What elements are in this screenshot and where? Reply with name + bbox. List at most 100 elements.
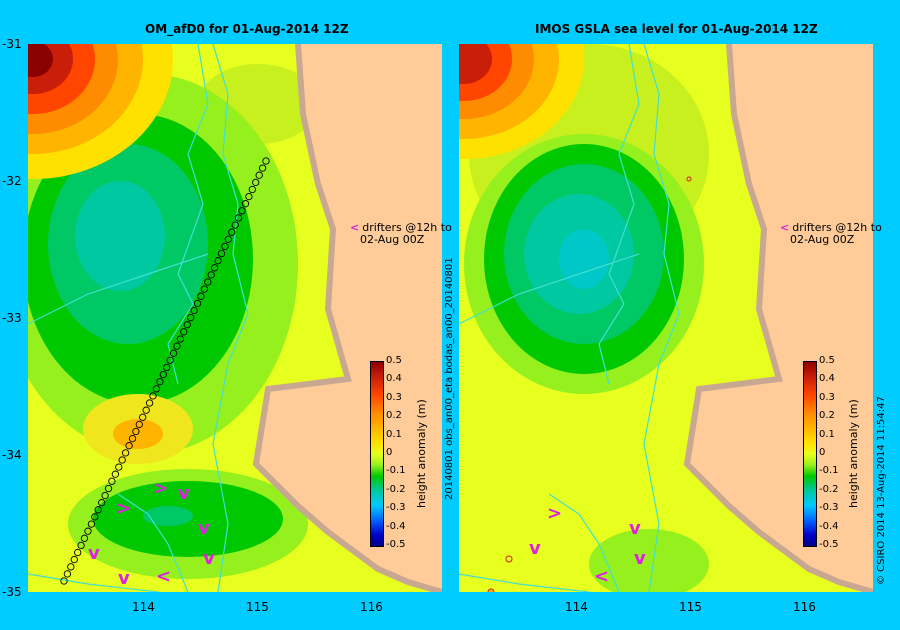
track-point <box>135 420 143 429</box>
track-point <box>217 249 226 258</box>
colorbar-label: -0.4 <box>386 521 406 532</box>
drifter-arrow-icon: < <box>780 221 790 234</box>
track-point <box>207 271 215 279</box>
colorbar-label: 0 <box>386 447 393 458</box>
drifters-line1: drifters @12h to <box>362 221 452 234</box>
colorbar-label: 0.5 <box>819 355 835 366</box>
colorbar-label: -0.5 <box>819 539 839 550</box>
drifters-line1: drifters @12h to <box>792 221 882 234</box>
track-point <box>98 499 106 507</box>
x-tick-label: 115 <box>679 600 702 614</box>
colorbar-label: -0.3 <box>819 502 839 513</box>
svg-text:v: v <box>198 518 210 539</box>
colorbar-label: 0.3 <box>819 392 835 403</box>
track-point <box>176 335 185 343</box>
track-point <box>234 214 243 222</box>
track-point <box>190 306 198 315</box>
track-point <box>149 392 157 400</box>
track-point <box>197 292 205 300</box>
track-point <box>139 413 147 421</box>
track-point <box>210 264 219 272</box>
track-point <box>128 434 137 443</box>
track-point <box>200 285 209 293</box>
right-colorbar <box>803 361 817 547</box>
colorbar-label: 0.1 <box>819 429 835 440</box>
track-point <box>121 449 130 457</box>
colorbar-label: 0.2 <box>819 410 835 421</box>
right-map-title: IMOS GSLA sea level for 01-Aug-2014 12Z <box>535 22 818 36</box>
colorbar-label: 0.2 <box>386 410 402 421</box>
left-drifters-label: < drifters @12h to 02-Aug 00Z <box>350 222 452 246</box>
left-map-title: OM_afD0 for 01-Aug-2014 12Z <box>145 22 349 36</box>
colorbar-label: -0.2 <box>386 484 406 495</box>
svg-text:v: v <box>529 538 541 559</box>
track-point <box>241 200 250 208</box>
track-point <box>258 164 267 172</box>
track-point <box>63 570 72 578</box>
track-point <box>228 228 236 236</box>
left-colorbar <box>370 361 384 547</box>
track-point <box>70 555 78 564</box>
track-point <box>142 406 150 414</box>
colorbar-label: -0.1 <box>386 465 406 476</box>
colorbar-label: -0.3 <box>386 502 406 513</box>
x-tick-label: 114 <box>132 600 155 614</box>
svg-text:v: v <box>203 548 215 569</box>
colorbar-label: 0.5 <box>386 355 402 366</box>
svg-text:>: > <box>116 498 131 519</box>
track-point <box>67 563 75 571</box>
y-tick-label: -34 <box>2 448 22 462</box>
track-point <box>159 370 167 379</box>
track-point <box>104 484 113 493</box>
colorbar-label: 0.4 <box>386 373 402 384</box>
track-point <box>74 548 82 557</box>
track-point <box>255 171 263 179</box>
track-point <box>193 299 202 308</box>
track-point <box>248 185 256 194</box>
x-tick-label: 114 <box>565 600 588 614</box>
track-point <box>156 378 164 386</box>
colorbar-label: 0.4 <box>819 373 835 384</box>
track-point <box>238 207 246 215</box>
svg-text:v: v <box>629 518 641 539</box>
svg-text:v: v <box>88 543 100 564</box>
y-tick-label: -35 <box>2 585 22 599</box>
track-point <box>166 356 174 364</box>
right-drifters-label: < drifters @12h to 02-Aug 00Z <box>780 222 882 246</box>
track-point <box>145 399 154 407</box>
y-tick-label: -31 <box>2 37 22 51</box>
colorbar-label: -0.2 <box>819 484 839 495</box>
track-point <box>125 442 133 450</box>
x-tick-label: 116 <box>360 600 383 614</box>
track-point <box>187 313 195 322</box>
track-point <box>152 385 161 393</box>
right-colorbar-title: height anomaly (m) <box>847 399 860 508</box>
track-point <box>231 221 239 229</box>
left-map-contours: > v >v vv <v <box>27 43 443 595</box>
track-point <box>77 541 85 550</box>
track-point <box>60 577 68 585</box>
track-point <box>221 242 229 251</box>
track-point <box>91 513 99 521</box>
ship-track <box>60 157 270 585</box>
track-point <box>169 349 178 357</box>
track-point <box>80 534 89 542</box>
run-info-label: 20140801 obs_an00_eta bodas_an00_2014080… <box>444 257 455 500</box>
colorbar-label: -0.1 <box>819 465 839 476</box>
colorbar-label: 0 <box>819 447 826 458</box>
track-point <box>84 527 92 535</box>
track-point <box>245 192 253 201</box>
track-point <box>163 363 171 372</box>
track-point <box>118 456 126 464</box>
right-map: > v v < v <box>458 43 874 596</box>
svg-text:<: < <box>156 566 171 587</box>
svg-text:<: < <box>594 566 609 587</box>
track-point <box>87 520 96 528</box>
colorbar-label: 0.3 <box>386 392 402 403</box>
track-point <box>262 157 270 165</box>
track-point <box>111 470 120 478</box>
track-point <box>252 178 260 187</box>
svg-text:>: > <box>547 503 562 524</box>
y-tick-label: -32 <box>2 174 22 188</box>
